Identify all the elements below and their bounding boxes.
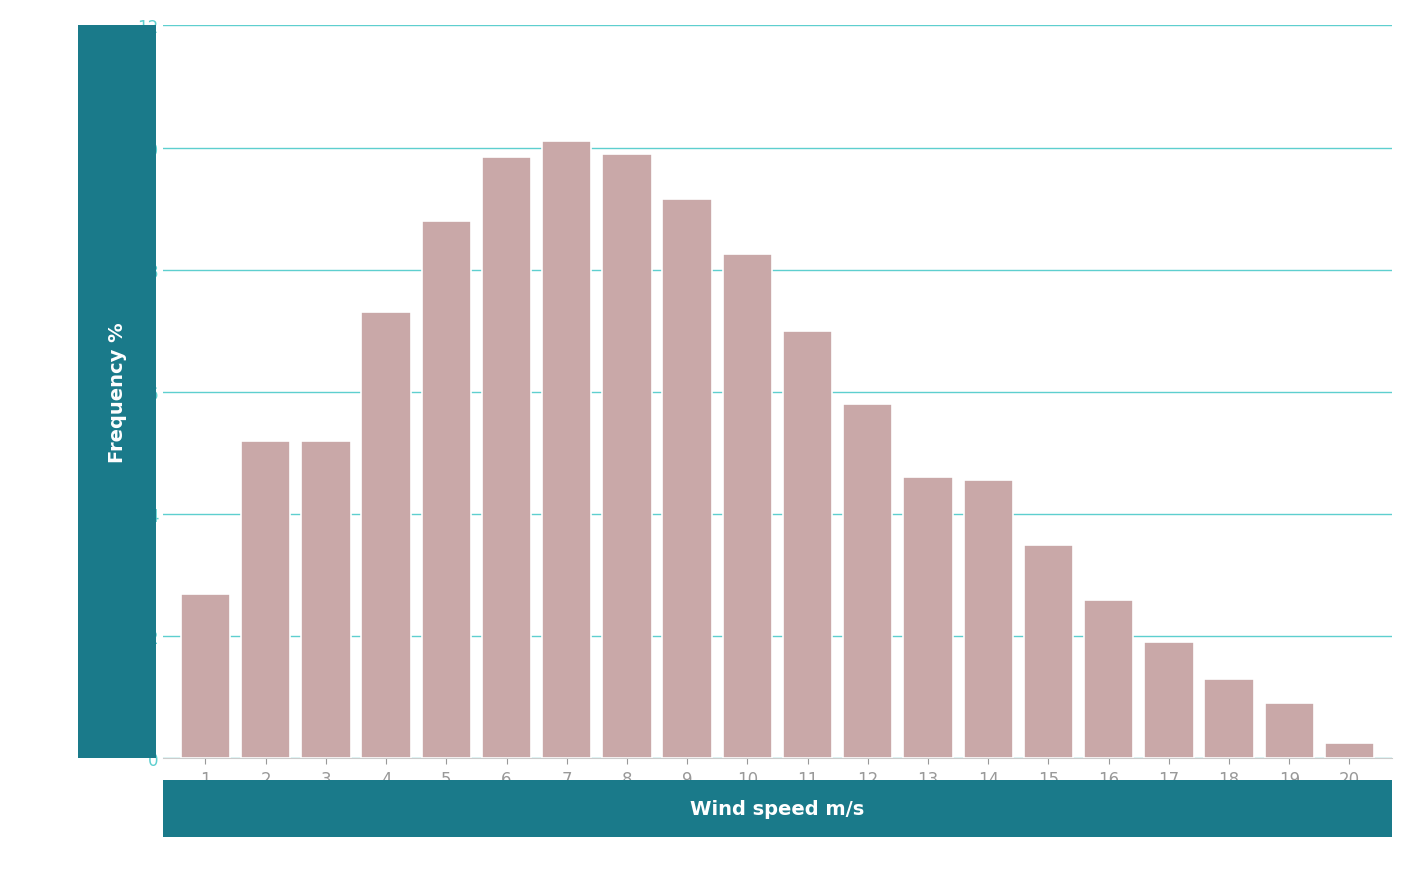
Bar (723, 255, 772, 759)
Text: Frequency %: Frequency % (108, 322, 126, 463)
Bar (663, 200, 711, 759)
Bar (1265, 703, 1314, 759)
Bar (422, 222, 471, 759)
Bar (964, 481, 1012, 759)
Bar (1145, 643, 1193, 759)
Bar (843, 404, 892, 759)
Text: Wind speed m/s: Wind speed m/s (690, 800, 865, 818)
Bar (1024, 545, 1074, 759)
Bar (602, 154, 652, 759)
Bar (782, 332, 832, 759)
Bar (542, 142, 591, 759)
Bar (1204, 680, 1254, 759)
Bar (241, 441, 290, 759)
Bar (180, 594, 230, 759)
Bar (1083, 600, 1133, 759)
Bar (301, 441, 351, 759)
Bar (362, 313, 410, 759)
Bar (903, 478, 953, 759)
Bar (1325, 744, 1375, 759)
Bar (481, 158, 531, 759)
